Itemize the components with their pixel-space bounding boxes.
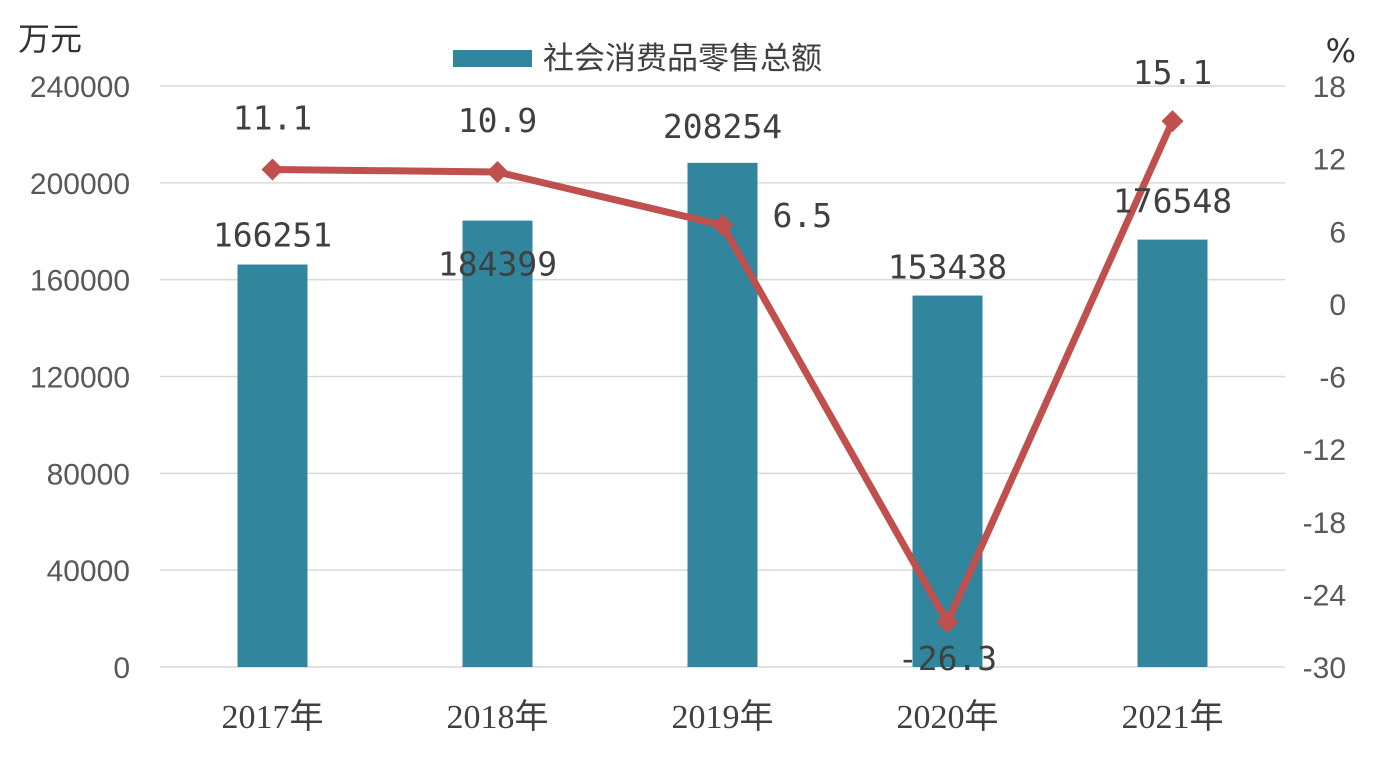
x-tick-label: 2021年 xyxy=(1122,698,1224,736)
bar xyxy=(687,162,758,667)
bar xyxy=(462,220,533,667)
bar-value-label: 184399 xyxy=(438,245,557,284)
y-left-tick-label: 40000 xyxy=(47,555,130,588)
y-right-tick-label: 0 xyxy=(1329,289,1346,322)
line-marker xyxy=(486,160,509,183)
bar-series xyxy=(237,162,1208,667)
bar-value-label: 153438 xyxy=(888,248,1007,287)
x-tick-label: 2020年 xyxy=(897,698,999,736)
data-labels: 166251 184399 208254 153438 176548 11.1 10.9 6.… xyxy=(213,53,1232,678)
x-tick-label: 2017年 xyxy=(222,698,324,736)
x-tick-label: 2018年 xyxy=(447,698,549,736)
y-right-tick-label: -24 xyxy=(1303,579,1346,612)
y-left-tick-label: 80000 xyxy=(47,458,130,491)
axes: 万元 % 0 40000 80000 120000 160000 200000 240000… xyxy=(18,20,1356,736)
y-left-tick-label: 200000 xyxy=(30,168,130,201)
line-marker xyxy=(261,158,284,181)
line-value-label: 6.5 xyxy=(773,196,833,235)
y-right-tick-label: 6 xyxy=(1329,216,1346,249)
legend-swatch-bar xyxy=(453,50,532,67)
bar xyxy=(1137,239,1208,667)
right-axis-unit: % xyxy=(1326,32,1356,70)
line-marker xyxy=(1161,110,1184,133)
bar-value-label: 176548 xyxy=(1113,182,1232,221)
y-left-tick-label: 240000 xyxy=(30,71,130,104)
legend: 社会消费品零售总额 xyxy=(453,41,822,77)
y-right-tick-label: -12 xyxy=(1303,434,1346,467)
y-right-tick-label: 18 xyxy=(1313,71,1346,104)
y-left-tick-label: 160000 xyxy=(30,265,130,298)
line-series xyxy=(261,110,1184,634)
legend-label-bar: 社会消费品零售总额 xyxy=(543,41,822,77)
bar-value-label: 166251 xyxy=(213,216,332,255)
bar-value-label: 208254 xyxy=(663,107,782,146)
line-marker xyxy=(711,214,734,237)
line-value-label: 11.1 xyxy=(233,99,312,138)
y-left-tick-label: 0 xyxy=(113,652,130,685)
line-marker xyxy=(936,611,959,634)
line-value-label: -26.3 xyxy=(898,639,997,678)
y-right-tick-label: -30 xyxy=(1303,652,1346,685)
left-axis-unit: 万元 xyxy=(18,20,82,58)
bar xyxy=(912,295,983,667)
y-left-tick-label: 120000 xyxy=(30,362,130,395)
y-right-tick-label: 12 xyxy=(1313,144,1346,177)
line-value-label: 10.9 xyxy=(458,101,537,140)
line-value-label: 15.1 xyxy=(1133,53,1212,92)
bar xyxy=(237,264,308,667)
y-right-tick-label: -6 xyxy=(1319,362,1346,395)
y-right-tick-label: -18 xyxy=(1303,507,1346,540)
x-tick-label: 2019年 xyxy=(672,698,774,736)
